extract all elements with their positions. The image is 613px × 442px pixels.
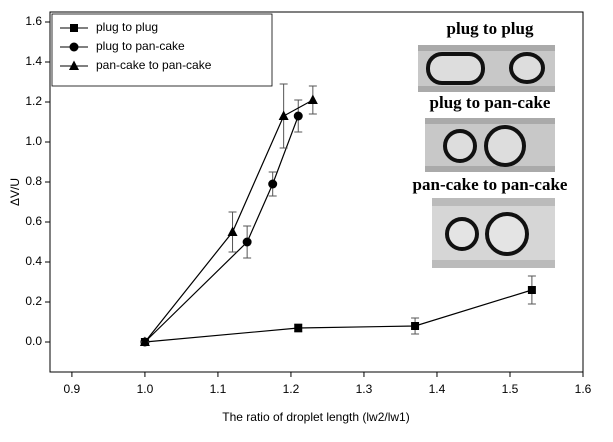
marker	[307, 94, 318, 104]
series-line	[144, 115, 299, 343]
inset-1	[418, 45, 555, 92]
marker	[293, 111, 303, 121]
y-tick-label: 0.2	[25, 294, 42, 308]
marker	[227, 226, 238, 236]
y-tick-label: 0.6	[25, 214, 42, 228]
y-tick-label: 0.0	[25, 334, 42, 348]
y-tick-label: 1.4	[25, 54, 42, 68]
legend-marker	[69, 60, 79, 70]
x-axis-label: The ratio of droplet length (lw2/lw1)	[222, 410, 409, 424]
y-tick-label: 0.8	[25, 174, 42, 188]
x-tick-label: 1.4	[429, 382, 446, 396]
y-tick-label: 1.2	[25, 94, 42, 108]
x-tick-label: 1.1	[210, 382, 227, 396]
plot-frame	[49, 11, 584, 373]
series-line	[144, 289, 533, 343]
legend-box	[51, 13, 273, 87]
y-tick-label: 1.0	[25, 134, 42, 148]
x-tick-label: 1.5	[502, 382, 519, 396]
marker	[268, 179, 278, 189]
series-line	[144, 99, 314, 343]
inset-2	[425, 118, 555, 172]
legend-label: plug to pan-cake	[96, 39, 185, 53]
x-tick-label: 1.3	[356, 382, 373, 396]
marker	[242, 237, 252, 247]
marker	[527, 286, 536, 294]
legend-label: pan-cake to pan-cake	[96, 58, 212, 72]
y-tick-label: 1.6	[25, 14, 42, 28]
marker	[411, 322, 420, 330]
annotation: pan-cake to pan-cake	[413, 175, 568, 194]
y-tick-label: 0.4	[25, 254, 42, 268]
x-tick-label: 1.0	[137, 382, 154, 396]
legend-marker	[69, 42, 79, 52]
inset-3	[432, 198, 555, 268]
x-tick-label: 1.2	[283, 382, 300, 396]
marker	[139, 336, 150, 346]
annotation: plug to pan-cake	[430, 93, 551, 112]
y-axis-label: ΔV/U	[8, 178, 22, 206]
x-tick-label: 0.9	[64, 382, 81, 396]
marker	[278, 110, 289, 120]
marker	[294, 324, 303, 332]
legend-marker	[70, 24, 78, 32]
legend-label: plug to plug	[96, 20, 158, 34]
x-tick-label: 1.6	[575, 382, 592, 396]
annotation: plug to plug	[447, 19, 534, 38]
